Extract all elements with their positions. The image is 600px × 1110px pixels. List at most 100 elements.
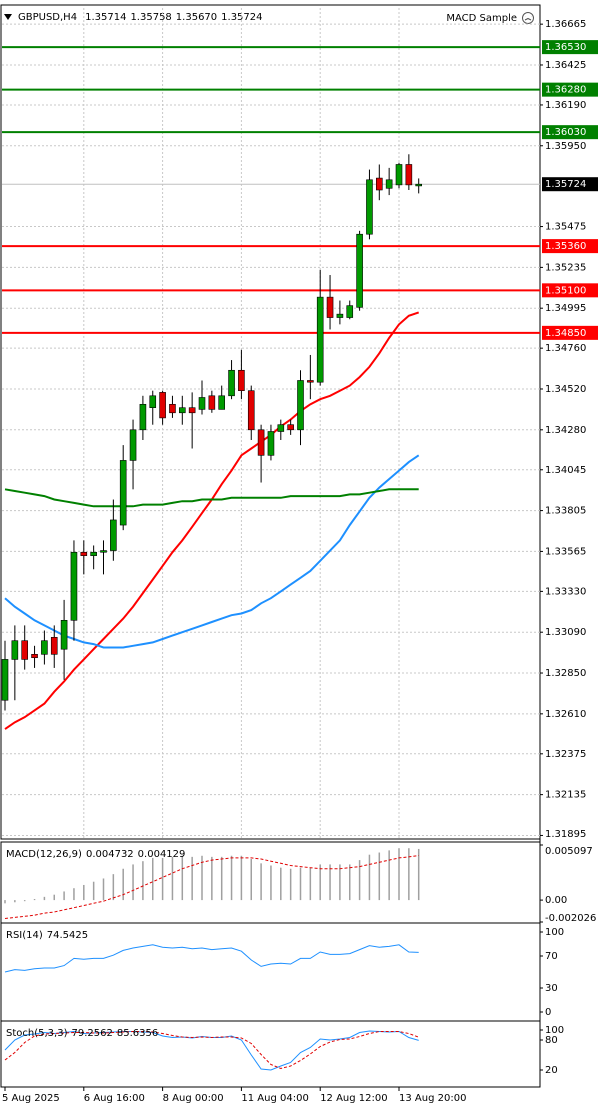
indicator-line bbox=[4, 1031, 419, 1070]
y-tick-label: 1.33565 bbox=[545, 546, 586, 557]
macd-bar bbox=[33, 899, 36, 901]
indicator-line bbox=[4, 944, 419, 973]
indicator-value: 74.5425 bbox=[47, 930, 88, 941]
macd-bar bbox=[358, 860, 361, 901]
indicator-name: Stoch(5,3,3) bbox=[6, 1028, 68, 1039]
macd-bar bbox=[122, 868, 124, 901]
y-tick-label: -0.002026 bbox=[545, 913, 596, 924]
moving-average bbox=[4, 488, 419, 508]
expert-icon[interactable] bbox=[522, 12, 534, 24]
candle-body bbox=[149, 395, 157, 408]
macd-bar bbox=[181, 855, 184, 901]
candle-body bbox=[188, 407, 196, 414]
macd-bar bbox=[309, 867, 312, 901]
candle-body bbox=[198, 397, 206, 410]
candle-body bbox=[41, 640, 48, 655]
candle-body bbox=[21, 640, 29, 660]
y-tick-label: 100 bbox=[545, 927, 564, 938]
expert-icon-face bbox=[524, 15, 532, 21]
macd-bar bbox=[171, 856, 174, 901]
macd-bar bbox=[319, 864, 321, 901]
y-tick-label: 70 bbox=[545, 951, 558, 962]
candle-body bbox=[395, 164, 403, 186]
candle-body bbox=[307, 380, 314, 383]
y-tick-label: 1.32850 bbox=[545, 668, 586, 679]
candle-body bbox=[247, 390, 255, 431]
y-tick-label: 1.34045 bbox=[545, 465, 586, 476]
macd-bar bbox=[398, 848, 400, 901]
candle-body bbox=[60, 619, 68, 650]
level-label-box bbox=[542, 283, 598, 298]
level-label: 1.35100 bbox=[545, 285, 586, 296]
level-label-box bbox=[542, 325, 598, 340]
candle-body bbox=[100, 550, 107, 553]
macd-bar bbox=[152, 857, 154, 901]
candle-body bbox=[218, 395, 225, 410]
x-tick-label: 13 Aug 20:00 bbox=[399, 1093, 466, 1104]
level-label-box bbox=[542, 125, 598, 140]
y-tick-label: 1.36425 bbox=[545, 60, 586, 71]
macd-bar bbox=[339, 864, 341, 901]
y-tick-label: 100 bbox=[545, 1025, 564, 1036]
y-tick-label: 30 bbox=[545, 983, 558, 994]
macd-bar bbox=[63, 891, 65, 901]
menu-arrow[interactable] bbox=[4, 14, 12, 20]
level-label: 1.36280 bbox=[545, 85, 586, 96]
level-label-box bbox=[542, 40, 598, 55]
price-tag: 1.35724 bbox=[545, 179, 586, 190]
x-tick-label: 12 Aug 12:00 bbox=[320, 1093, 387, 1104]
candle-body bbox=[267, 431, 275, 456]
macd-bar bbox=[43, 896, 46, 901]
panel-title: MACD(12,26,9) 0.004732 0.004129 bbox=[6, 849, 185, 860]
header-value: 1.35758 bbox=[130, 12, 171, 23]
panel-title: RSI(14) 74.5425 bbox=[6, 930, 88, 941]
candle-body bbox=[110, 519, 117, 551]
macd-bar bbox=[92, 881, 95, 901]
candle-body bbox=[159, 392, 166, 419]
y-tick-label: 1.32375 bbox=[545, 749, 586, 760]
macd-bar bbox=[368, 854, 371, 901]
candle-body bbox=[356, 233, 363, 308]
y-tick-label: 1.32135 bbox=[545, 790, 586, 801]
header-value: 1.35714 bbox=[85, 12, 126, 23]
candle-body bbox=[31, 654, 38, 659]
candle-body bbox=[375, 177, 383, 191]
macd-bar bbox=[378, 852, 381, 901]
indicator-value: 0.004129 bbox=[138, 849, 186, 860]
indicator-name: MACD(12,26,9) bbox=[6, 849, 82, 860]
y-tick-label: 1.35235 bbox=[545, 262, 586, 273]
candle-body bbox=[316, 296, 324, 383]
indicator-name: RSI(14) bbox=[6, 930, 43, 941]
macd-bar bbox=[417, 848, 420, 901]
macd-bar bbox=[280, 867, 282, 901]
candle-body bbox=[385, 179, 393, 189]
macd-bar bbox=[289, 868, 292, 901]
macd-bar bbox=[14, 900, 16, 903]
macd-bar bbox=[240, 855, 243, 901]
macd-bar bbox=[4, 900, 6, 904]
indicator-value: 85.6356 bbox=[117, 1028, 158, 1039]
level-label: 1.35360 bbox=[545, 241, 586, 252]
y-tick-label: 0.005097 bbox=[545, 846, 593, 857]
macd-bar bbox=[132, 864, 134, 901]
candle-body bbox=[70, 551, 78, 621]
candle-body bbox=[415, 183, 423, 187]
macd-bar bbox=[299, 867, 302, 901]
candle-body bbox=[208, 395, 216, 410]
candle-body bbox=[11, 640, 19, 660]
y-tick-label: 1.34760 bbox=[545, 343, 586, 354]
candle-body bbox=[257, 429, 265, 456]
y-tick-label: 1.34520 bbox=[545, 384, 586, 395]
header-value: 1.35670 bbox=[176, 12, 217, 23]
macd-bar bbox=[102, 878, 105, 901]
y-tick-label: 1.31895 bbox=[545, 829, 586, 840]
candle-body bbox=[80, 551, 88, 556]
candle-body bbox=[326, 296, 334, 318]
macd-bar bbox=[260, 863, 262, 901]
macd-bar bbox=[211, 856, 213, 901]
candle-body bbox=[139, 403, 147, 431]
level-label: 1.36530 bbox=[545, 42, 586, 53]
